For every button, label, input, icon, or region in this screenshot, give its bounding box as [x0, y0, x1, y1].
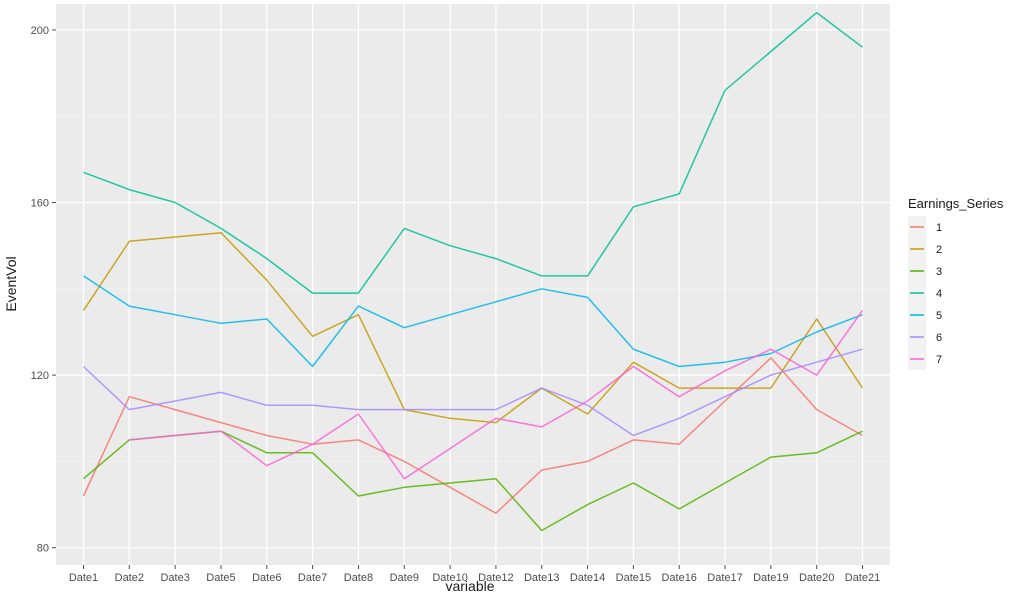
legend-label: 2 — [936, 244, 942, 256]
x-tick-label: Date12 — [478, 572, 513, 584]
legend-title: Earnings_Series — [908, 196, 1004, 211]
x-axis: Date1 Date2 Date3 Date5 Date6 Date7 Date8 Date9… — [69, 565, 880, 584]
y-axis-title: EventVol — [3, 256, 19, 311]
legend: Earnings_Series 1 2 3 4 5 6 7 — [908, 196, 1004, 370]
series-line-6 — [82, 348, 863, 437]
series-line-4 — [83, 11, 863, 294]
x-tick-label: Date19 — [753, 572, 788, 584]
y-tick-label: 80 — [37, 543, 49, 555]
x-tick-label: Date1 — [69, 572, 98, 584]
x-tick-label: Date13 — [524, 572, 559, 584]
legend-label: 1 — [936, 222, 942, 234]
panel-background — [56, 4, 890, 565]
series-line-7 — [129, 309, 864, 480]
legend-label: 3 — [936, 266, 942, 278]
x-tick-label: Date14 — [570, 572, 605, 584]
series-line-2 — [82, 231, 864, 424]
legend-label: 5 — [936, 310, 942, 322]
x-tick-label: Date8 — [344, 572, 373, 584]
y-tick-label: 160 — [31, 198, 49, 210]
x-tick-label: Date20 — [799, 572, 834, 584]
x-tick-label: Date9 — [390, 572, 419, 584]
x-tick-label: Date3 — [160, 572, 189, 584]
grid-minor — [56, 115, 890, 462]
series-lines — [82, 11, 864, 532]
x-tick-label: Date7 — [298, 572, 327, 584]
x-tick-label: Date17 — [707, 572, 742, 584]
legend-keys: 1 2 3 4 5 6 7 — [908, 216, 942, 370]
series-line-5 — [83, 275, 863, 368]
x-tick-label: Date5 — [206, 572, 235, 584]
x-tick-label: Date16 — [661, 572, 696, 584]
x-axis-title: variable — [445, 578, 494, 594]
y-axis: 80 120 160 200 — [31, 25, 56, 555]
y-tick-label: 120 — [31, 370, 49, 382]
x-tick-label: Date2 — [115, 572, 144, 584]
legend-label: 4 — [936, 288, 942, 300]
x-tick-label: Date15 — [616, 572, 651, 584]
x-tick-label: Date21 — [845, 572, 880, 584]
x-tick-label: Date6 — [252, 572, 281, 584]
legend-label: 6 — [936, 332, 942, 344]
y-tick-label: 200 — [31, 25, 49, 37]
x-tick-label: Date10 — [432, 572, 467, 584]
grid-major — [56, 4, 890, 565]
legend-label: 7 — [936, 354, 942, 366]
